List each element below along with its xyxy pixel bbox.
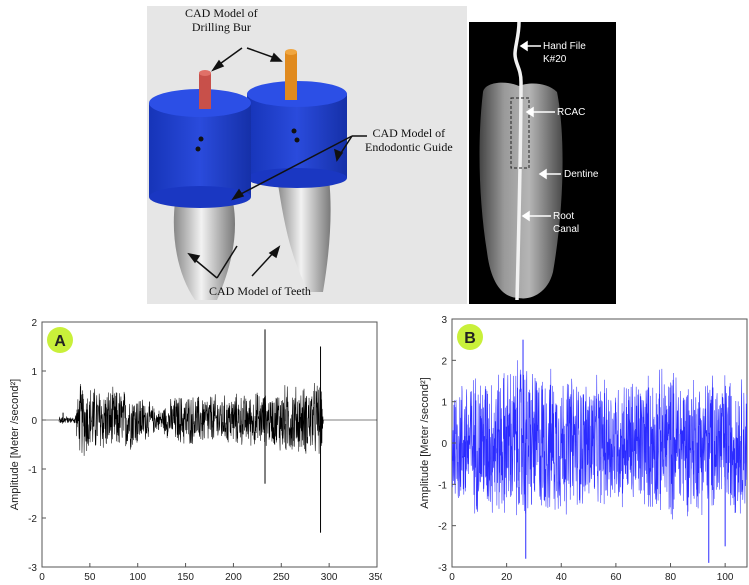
x-tick-label: 350: [369, 572, 382, 583]
panel-badge: [47, 327, 73, 353]
hand-file-label: Hand File K#20: [543, 41, 586, 65]
x-tick-label: 100: [129, 572, 146, 583]
y-tick-label: -2: [438, 522, 447, 533]
x-tick-label: 150: [177, 572, 194, 583]
guide-cylinder-right: [247, 81, 347, 188]
x-tick-label: 40: [556, 572, 568, 583]
tooth-left: [173, 202, 236, 300]
endodontic-guide-label: CAD Model of Endodontic Guide: [365, 126, 453, 154]
x-tick-label: 100: [717, 572, 734, 583]
x-tick-label: 0: [449, 572, 455, 583]
y-tick-label: -1: [438, 480, 447, 491]
root-canal-label: Root Canal: [553, 211, 580, 235]
y-axis-label: Amplitude [Meter /second²]: [9, 379, 21, 510]
x-tick-label: 0: [39, 572, 45, 583]
y-tick-label: 1: [31, 367, 37, 378]
cad-model-drawing: [149, 47, 367, 300]
y-tick-label: 0: [441, 439, 447, 450]
y-tick-label: 3: [441, 315, 447, 326]
plot-area: [41, 321, 378, 568]
chart-a: 050100150200250300350-3-2-1012Time [seco…: [9, 318, 382, 585]
drilling-bur-right: [285, 49, 297, 100]
drilling-bur-label: CAD Model of Drilling Bur: [185, 6, 258, 34]
teeth-label: CAD Model of Teeth: [209, 284, 311, 298]
x-tick-label: 250: [273, 572, 290, 583]
y-tick-label: 2: [441, 356, 447, 367]
x-tick-label: 300: [321, 572, 338, 583]
y-tick-label: 0: [31, 416, 37, 427]
panel-badge-label: A: [54, 333, 66, 350]
panel-badge: [457, 324, 483, 350]
signal-trace: [42, 383, 377, 456]
rcac-label: RCAC: [557, 107, 586, 118]
xray-drawing: [479, 21, 563, 301]
x-tick-label: 200: [225, 572, 242, 583]
x-tick-label: 20: [501, 572, 513, 583]
signal-trace: [452, 360, 747, 520]
y-tick-label: -3: [28, 563, 37, 574]
guide-cylinder-left: [149, 89, 251, 208]
y-tick-label: 2: [31, 318, 37, 329]
y-tick-label: -1: [28, 465, 37, 476]
tooth-right: [277, 178, 331, 292]
rcac-box: [510, 97, 530, 169]
cad-model-figure: CAD Model of Drilling Bur CAD Model of E…: [147, 6, 467, 304]
x-tick-label: 60: [610, 572, 622, 583]
drilling-bur-left: [199, 70, 211, 109]
panel-badge-label: B: [464, 330, 476, 347]
y-axis-label: Amplitude [Meter /second²]: [419, 377, 431, 508]
y-tick-label: -3: [438, 563, 447, 574]
x-tick-label: 50: [84, 572, 96, 583]
hand-file: [513, 21, 523, 301]
x-tick-label: 80: [665, 572, 677, 583]
y-tick-label: -2: [28, 514, 37, 525]
xray-figure: Hand File K#20 RCAC Dentine Root Canal: [469, 21, 616, 304]
y-tick-label: 1: [441, 398, 447, 409]
dentine-label: Dentine: [564, 169, 599, 180]
